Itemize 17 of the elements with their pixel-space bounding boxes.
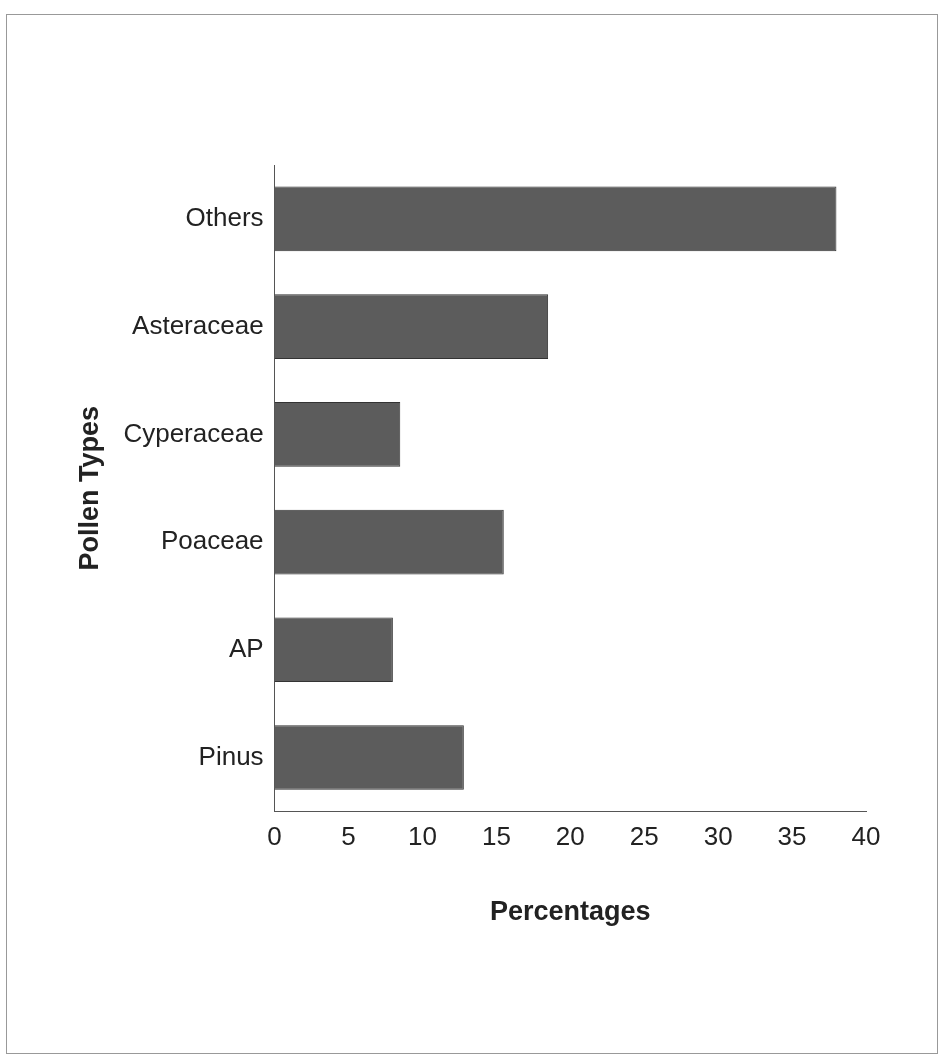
x-tick-label: 10 bbox=[407, 821, 437, 852]
x-tick-label: 0 bbox=[267, 821, 282, 852]
x-tick-label: 5 bbox=[341, 821, 356, 852]
x-tick-label: 35 bbox=[777, 821, 807, 852]
x-tick-label: 30 bbox=[703, 821, 733, 852]
y-tick-label: AP bbox=[228, 632, 264, 663]
x-tick-label: 25 bbox=[629, 821, 659, 852]
y-tick-label: Cyperaceae bbox=[123, 417, 264, 448]
x-tick-label: 40 bbox=[851, 821, 881, 852]
y-tick-label: Others bbox=[185, 202, 264, 233]
x-axis-title: Percentages bbox=[490, 896, 651, 927]
y-axis-title: Pollen Types bbox=[73, 405, 104, 571]
x-tick-label: 20 bbox=[555, 821, 585, 852]
y-tick-label: Pinus bbox=[198, 740, 264, 771]
y-tick-label: Poaceae bbox=[160, 525, 264, 556]
x-tick-label: 15 bbox=[481, 821, 511, 852]
y-tick-label: Asteraceae bbox=[132, 309, 264, 340]
